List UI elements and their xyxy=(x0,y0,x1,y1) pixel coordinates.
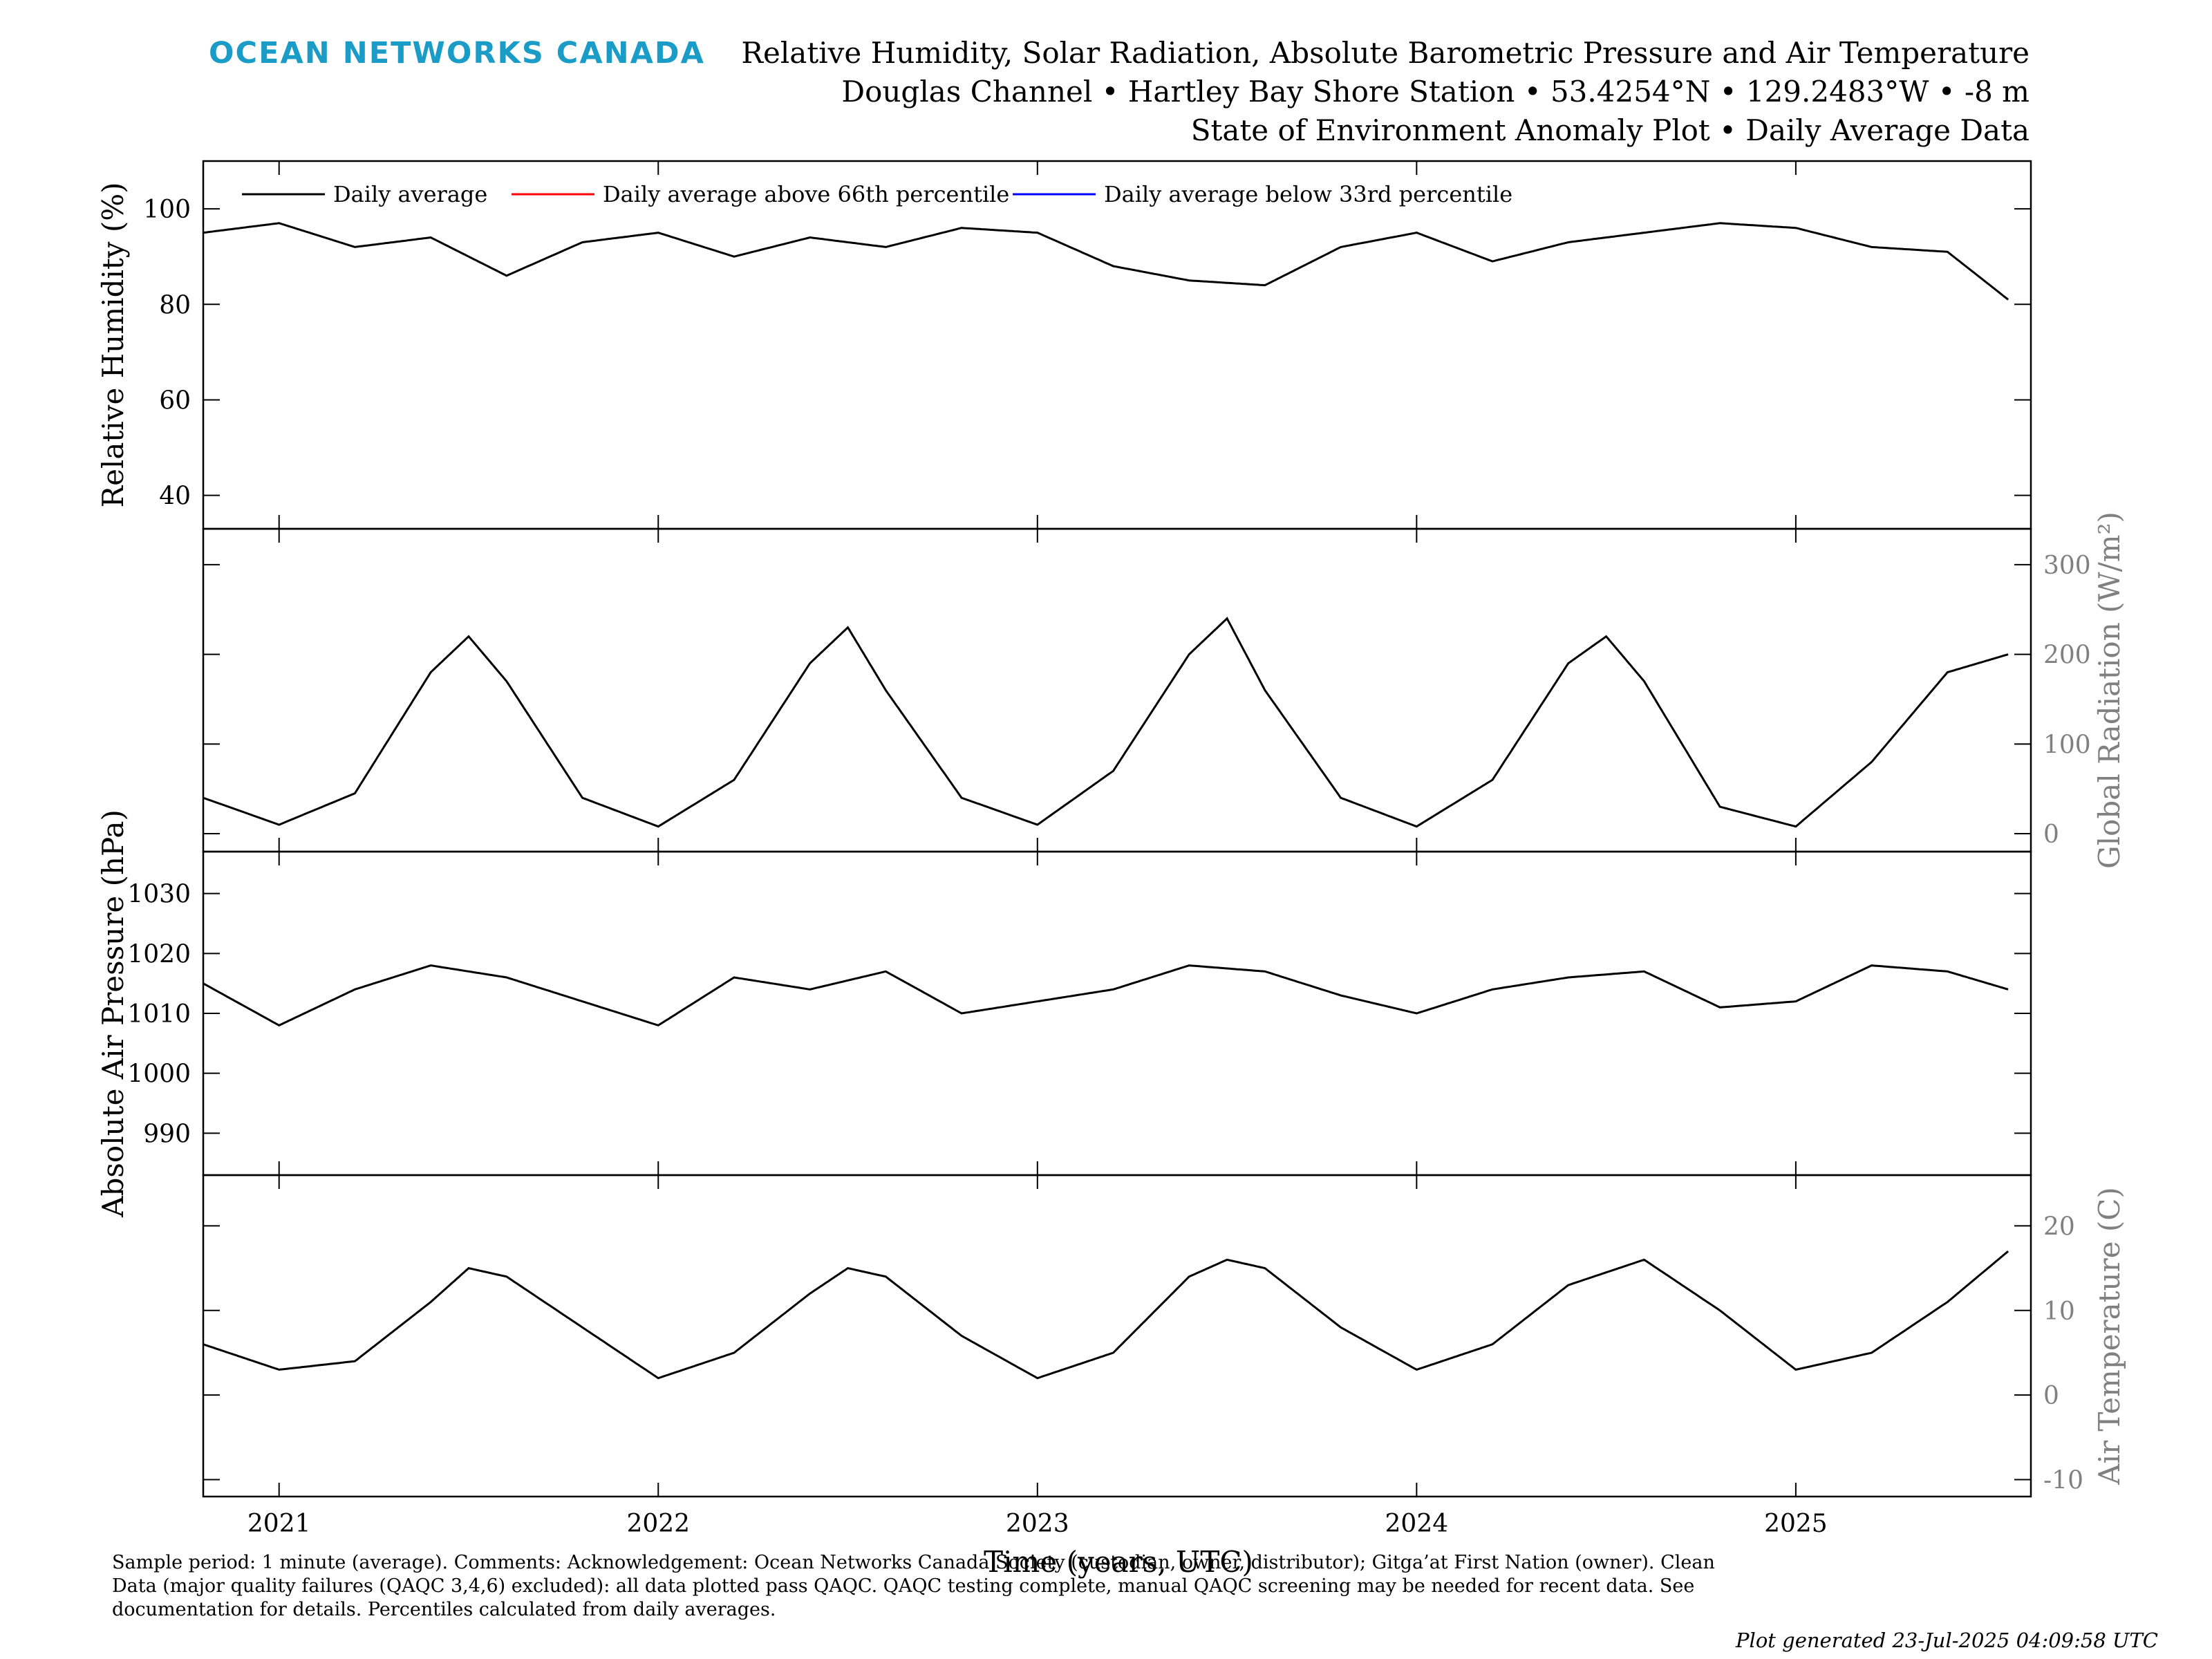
panel-frame xyxy=(202,850,2032,1177)
y-tick-label: -10 xyxy=(2043,1467,2083,1495)
y-tick-label: 990 xyxy=(143,1120,191,1148)
y-tick-label: 10 xyxy=(2043,1297,2075,1326)
x-tick-label: 2021 xyxy=(247,1510,311,1538)
y-axis-label: Absolute Air Pressure (hPa) xyxy=(96,809,130,1218)
y-axis-label: Air Temperature (C) xyxy=(2092,1187,2126,1485)
y-tick-label: 0 xyxy=(2043,1382,2059,1410)
y-tick-label: 1000 xyxy=(127,1060,191,1089)
y-tick-label: 200 xyxy=(2043,641,2091,670)
x-tick-label: 2023 xyxy=(1006,1510,1069,1538)
series-line-absolute-air-pressure xyxy=(203,964,2009,1027)
y-axis-label: Relative Humidity (%) xyxy=(96,182,130,507)
plot-subtitle-type: State of Environment Anomaly Plot • Dail… xyxy=(1190,113,2030,147)
y-tick-label: 40 xyxy=(159,482,191,511)
brand-logo-text: OCEAN NETWORKS CANADA xyxy=(209,36,705,71)
y-tick-label: 80 xyxy=(159,291,191,319)
generated-timestamp: Plot generated 23-Jul-2025 04:09:58 UTC xyxy=(1736,1629,2158,1652)
panel-frame xyxy=(202,1174,2032,1498)
y-tick-label: 0 xyxy=(2043,821,2059,849)
y-tick-label: 100 xyxy=(2043,731,2091,759)
y-tick-label: 1020 xyxy=(127,940,191,968)
x-tick-label: 2022 xyxy=(626,1510,690,1538)
legend-label-above: Daily average above 66th percentile xyxy=(603,181,1009,207)
legend: Daily average Daily average above 66th p… xyxy=(242,181,1512,207)
x-tick-label: 2025 xyxy=(1764,1510,1828,1538)
series-line-global-radiation xyxy=(203,617,2009,828)
plot-title: Relative Humidity, Solar Radiation, Abso… xyxy=(741,36,2030,70)
legend-label-below: Daily average below 33rd percentile xyxy=(1104,181,1512,207)
y-tick-label: 100 xyxy=(143,196,191,224)
panel-frame xyxy=(202,527,2032,853)
x-axis-label: Time (years, UTC) xyxy=(984,1545,1253,1579)
panel-frame xyxy=(202,160,2032,530)
series-line-air-temperature xyxy=(203,1250,2009,1380)
plot-subtitle-location: Douglas Channel • Hartley Bay Shore Stat… xyxy=(841,75,2030,109)
y-tick-label: 60 xyxy=(159,386,191,415)
footer-note: Sample period: 1 minute (average). Comme… xyxy=(112,1552,1715,1620)
y-axis-label: Global Radiation (W/m²) xyxy=(2092,512,2126,869)
y-tick-label: 300 xyxy=(2043,552,2091,580)
series-line-relative-humidity xyxy=(203,222,2009,301)
x-tick-label: 2024 xyxy=(1385,1510,1449,1538)
legend-label-daily: Daily average xyxy=(333,181,487,207)
y-tick-label: 1010 xyxy=(127,1000,191,1029)
y-tick-label: 1030 xyxy=(127,881,191,909)
y-tick-label: 20 xyxy=(2043,1212,2075,1241)
